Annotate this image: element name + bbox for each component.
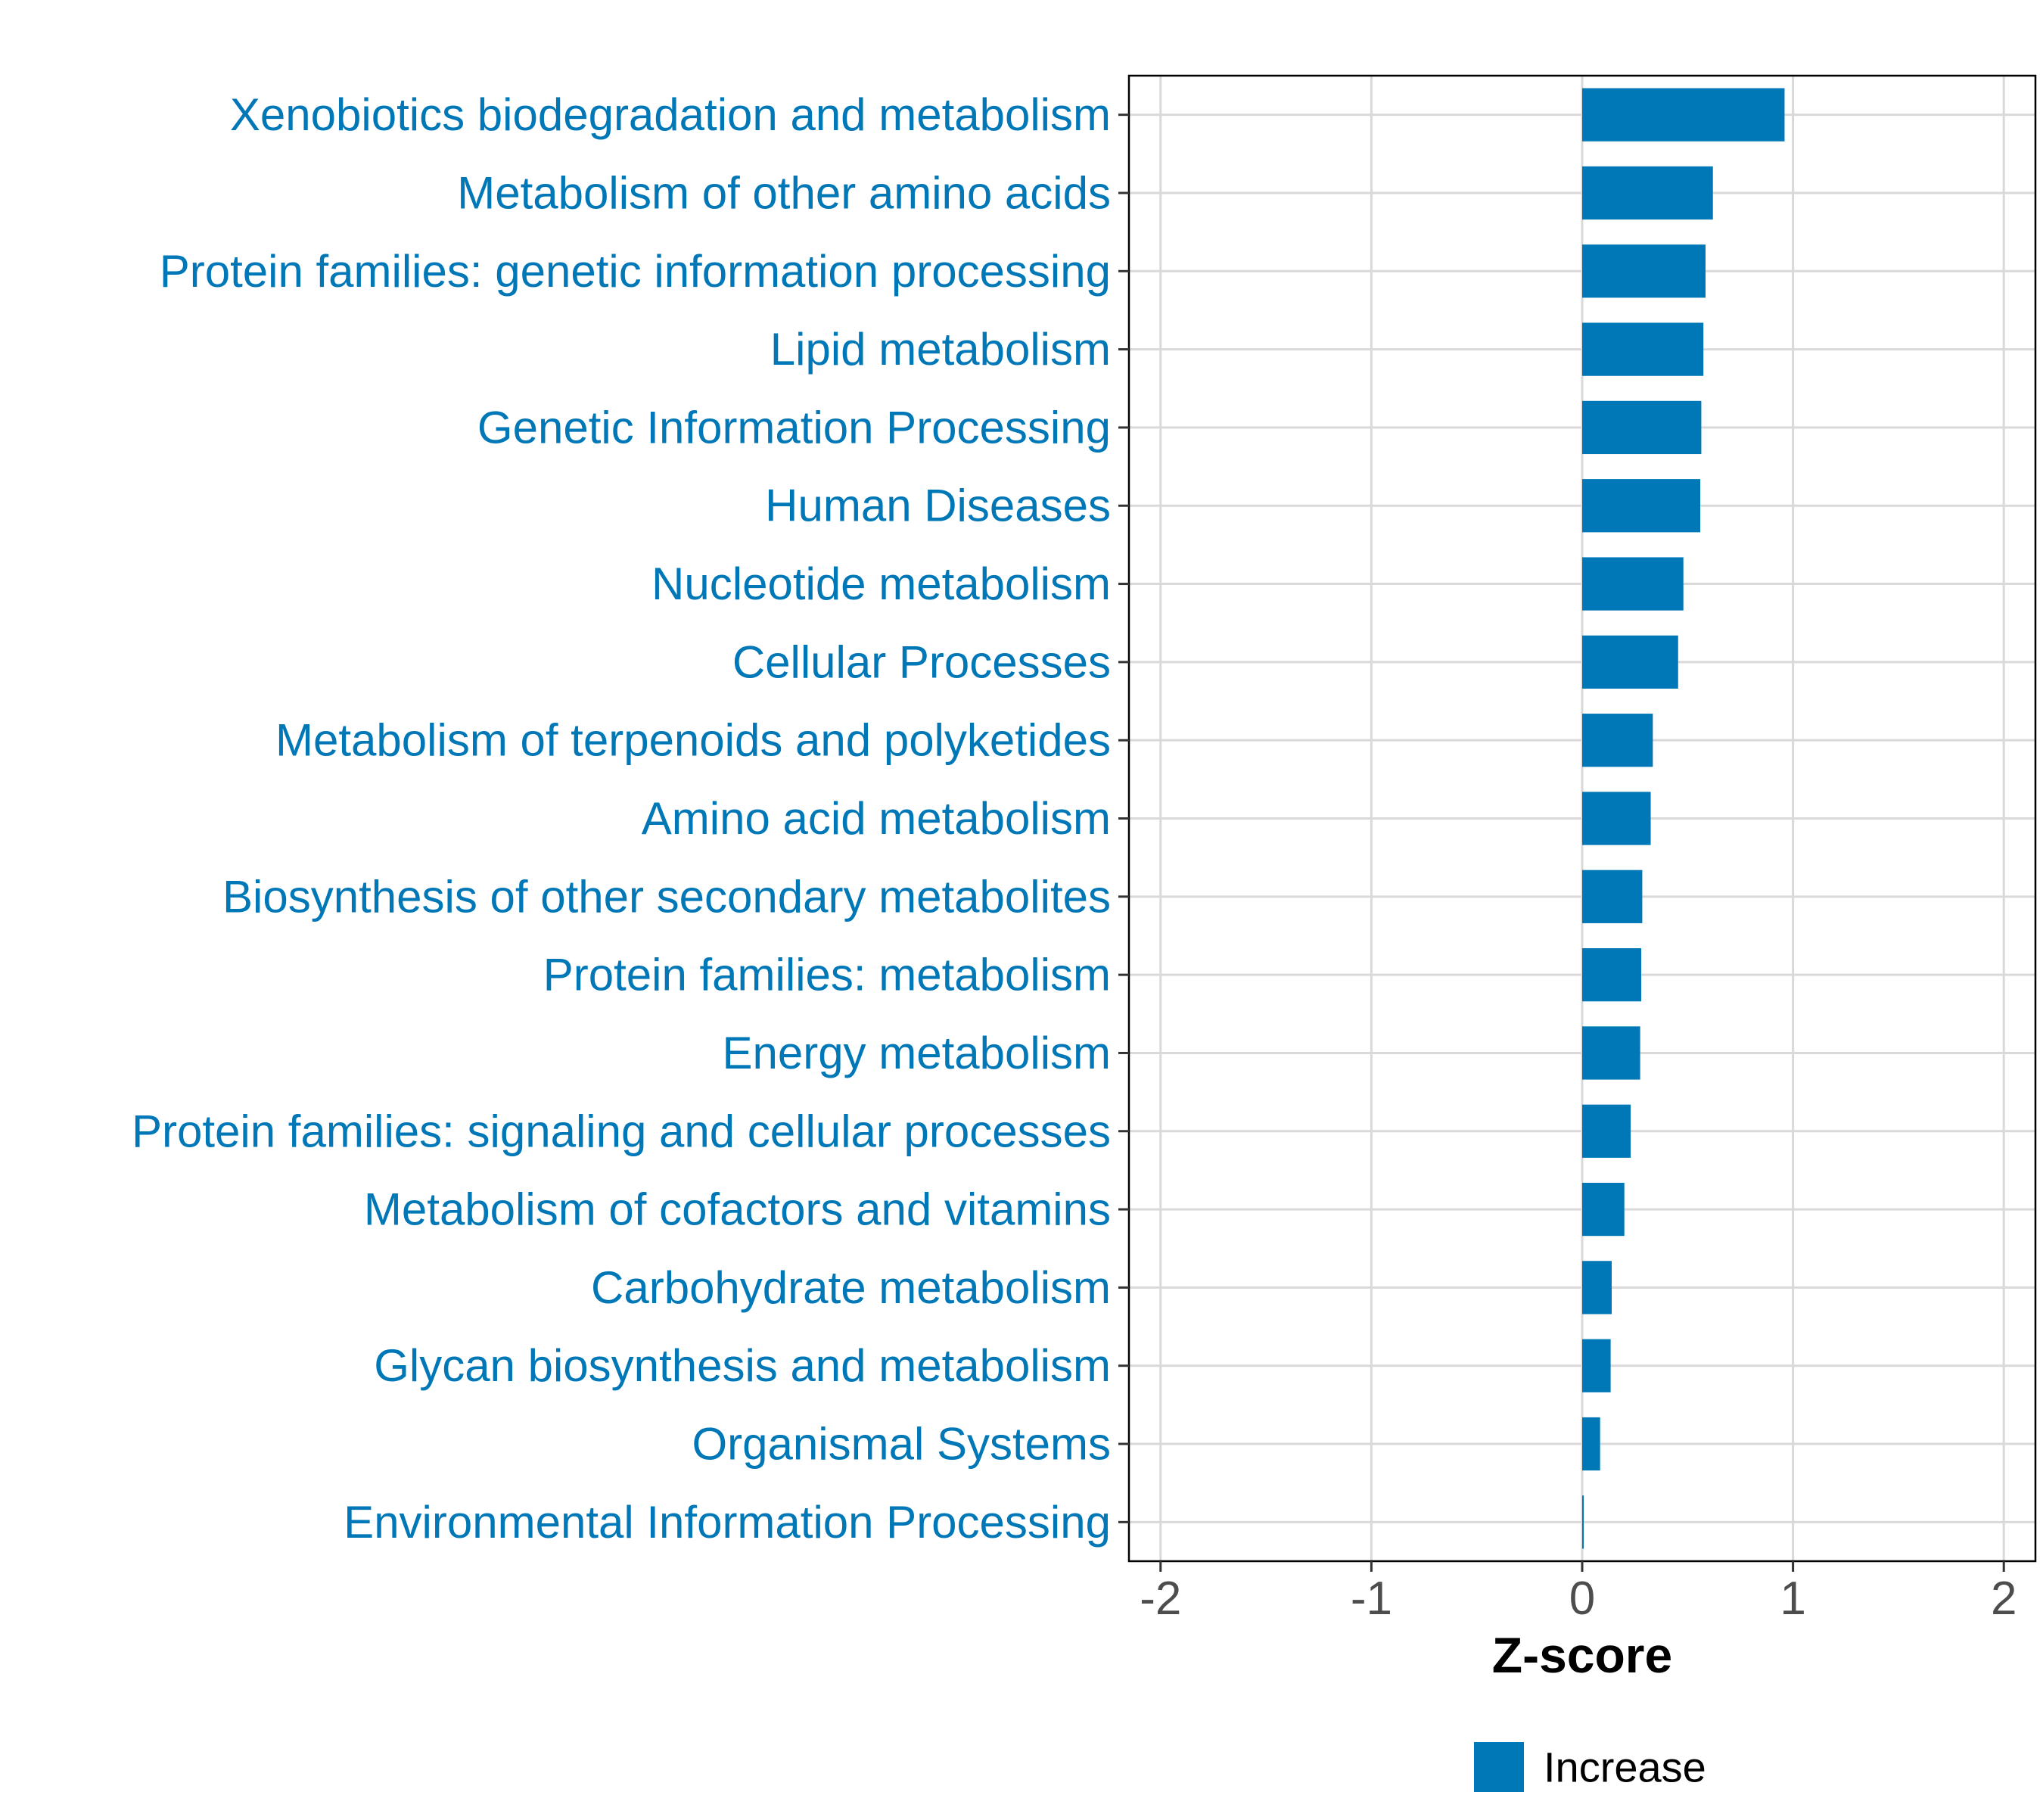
category-labels: Xenobiotics biodegradation and metabolis… <box>132 89 1111 1548</box>
category-label-5: Human Diseases <box>765 481 1111 531</box>
x-tick-label-3: 1 <box>1780 1573 1805 1625</box>
bar-7 <box>1582 635 1678 689</box>
bar-4 <box>1582 400 1702 455</box>
category-label-18: Environmental Information Processing <box>344 1497 1111 1548</box>
bar-3 <box>1582 322 1704 376</box>
x-tick-label-2: 0 <box>1569 1573 1595 1625</box>
category-label-13: Protein families: signaling and cellular… <box>132 1106 1111 1156</box>
bar-18 <box>1582 1495 1584 1549</box>
category-label-2: Protein families: genetic information pr… <box>160 246 1111 297</box>
bar-9 <box>1582 792 1651 845</box>
legend: Increase <box>1474 1742 1706 1792</box>
x-tick-label-4: 2 <box>1991 1573 2017 1625</box>
category-label-3: Lipid metabolism <box>770 324 1111 375</box>
category-label-7: Cellular Processes <box>732 636 1111 687</box>
bar-15 <box>1582 1261 1612 1314</box>
bar-10 <box>1582 870 1643 923</box>
bar-16 <box>1582 1339 1611 1392</box>
category-label-4: Genetic Information Processing <box>477 402 1111 453</box>
category-label-9: Amino acid metabolism <box>642 793 1111 844</box>
category-label-12: Energy metabolism <box>722 1028 1111 1078</box>
bars-layer <box>1582 88 1785 1549</box>
category-label-14: Metabolism of cofactors and vitamins <box>364 1184 1111 1235</box>
bar-11 <box>1582 948 1642 1002</box>
category-label-1: Metabolism of other amino acids <box>457 167 1111 218</box>
bar-17 <box>1582 1417 1600 1471</box>
bar-1 <box>1582 166 1713 220</box>
category-label-15: Carbohydrate metabolism <box>591 1262 1111 1313</box>
legend-label-increase: Increase <box>1544 1744 1706 1791</box>
ticks-layer <box>1118 114 2005 1572</box>
legend-swatch-increase <box>1474 1742 1524 1792</box>
bar-8 <box>1582 714 1653 767</box>
bar-13 <box>1582 1104 1631 1158</box>
bar-12 <box>1582 1026 1640 1080</box>
bar-5 <box>1582 479 1701 533</box>
bar-2 <box>1582 244 1706 298</box>
category-label-6: Nucleotide metabolism <box>651 558 1111 609</box>
category-label-17: Organismal Systems <box>692 1419 1111 1470</box>
category-label-0: Xenobiotics biodegradation and metabolis… <box>230 89 1111 140</box>
bar-0 <box>1582 88 1785 142</box>
category-label-8: Metabolism of terpenoids and polyketides <box>275 715 1111 766</box>
bar-14 <box>1582 1182 1625 1237</box>
x-axis-title: Z-score <box>1492 1627 1672 1683</box>
x-tick-label-0: -2 <box>1140 1573 1181 1625</box>
x-tick-label-1: -1 <box>1351 1573 1392 1625</box>
category-label-11: Protein families: metabolism <box>543 950 1111 1000</box>
category-label-16: Glycan biosynthesis and metabolism <box>374 1340 1111 1391</box>
category-label-10: Biosynthesis of other secondary metaboli… <box>222 871 1111 922</box>
bar-6 <box>1582 557 1684 611</box>
x-tick-labels: -2 -1 0 1 2 <box>1140 1573 2017 1625</box>
